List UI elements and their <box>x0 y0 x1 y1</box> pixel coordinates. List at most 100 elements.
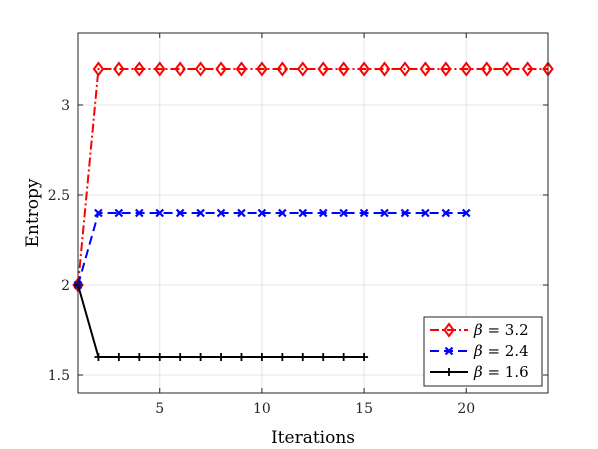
series-1 <box>73 208 471 290</box>
legend-symbol: β <box>473 321 483 339</box>
diamond-marker-shape <box>256 61 268 77</box>
series-0 <box>72 61 554 293</box>
data-point <box>114 208 124 218</box>
data-point <box>135 208 144 218</box>
diamond-marker-shape <box>92 61 105 77</box>
diamond-marker-shape <box>358 61 370 77</box>
diamond-marker-shape <box>215 61 227 77</box>
diamond-marker-shape <box>133 61 146 77</box>
data-point <box>215 61 227 77</box>
legend-marker <box>445 368 453 376</box>
diamond-marker-shape <box>378 61 391 77</box>
y-tick-label: 1.5 <box>48 368 70 384</box>
data-point <box>359 208 369 218</box>
data-point <box>298 353 307 361</box>
data-point <box>480 61 493 77</box>
diamond-marker-shape <box>194 61 207 77</box>
data-point <box>114 353 123 361</box>
diamond-marker-shape <box>235 61 248 77</box>
diamond-marker-shape <box>480 61 493 77</box>
data-point <box>237 353 246 361</box>
data-point <box>319 353 328 361</box>
diamond-marker-shape <box>419 61 432 77</box>
diamond-marker-shape <box>501 61 513 77</box>
legend: β = 3.2β = 2.4β = 1.6 <box>423 316 543 387</box>
data-point <box>94 208 103 218</box>
data-point <box>317 61 329 77</box>
data-point <box>399 61 411 77</box>
series-line <box>77 212 467 286</box>
legend-symbol: β <box>473 342 483 360</box>
data-point <box>318 208 328 218</box>
legend-label: β = 1.6 <box>473 363 529 381</box>
data-point <box>419 61 432 77</box>
data-point <box>257 208 267 218</box>
x-tick-label: 5 <box>155 401 164 417</box>
diamond-marker-shape <box>174 61 186 77</box>
legend-item: β = 3.2 <box>430 321 529 339</box>
data-point <box>135 353 144 361</box>
data-point <box>92 61 105 77</box>
y-tick-label: 2 <box>61 278 70 294</box>
legend-symbol: β <box>473 363 483 381</box>
data-point <box>378 61 391 77</box>
legend-label: β = 2.4 <box>473 342 529 360</box>
diamond-marker-shape <box>460 61 473 77</box>
data-point <box>194 61 207 77</box>
data-point <box>216 208 226 218</box>
data-point <box>113 61 125 77</box>
y-tick-label: 2.5 <box>48 188 70 204</box>
data-point <box>339 353 348 361</box>
data-point <box>235 61 248 77</box>
data-point <box>196 353 205 361</box>
data-point <box>461 208 471 218</box>
legend-value: = 1.6 <box>483 363 529 381</box>
diamond-marker-shape <box>297 61 309 77</box>
axis-ticks: 5 10 15 20 1.5 2 2.5 3 <box>48 33 548 417</box>
series-layer <box>72 61 554 361</box>
data-point <box>297 61 309 77</box>
data-point <box>175 208 185 218</box>
legend-marker <box>444 346 454 356</box>
data-point <box>237 208 246 218</box>
legend-value: = 3.2 <box>483 321 529 339</box>
data-point <box>358 61 370 77</box>
x-tick-label: 20 <box>457 401 475 417</box>
diamond-marker-shape <box>337 61 350 77</box>
data-point <box>298 208 308 218</box>
diamond-marker-shape <box>399 61 411 77</box>
x-tick-label: 15 <box>355 401 373 417</box>
diamond-marker-shape <box>440 61 452 77</box>
y-tick-label: 3 <box>61 98 70 114</box>
diamond-marker-shape <box>521 61 534 77</box>
data-point <box>176 353 185 361</box>
legend-marker <box>443 322 455 338</box>
legend-item: β = 2.4 <box>430 342 529 360</box>
legend-value: = 2.4 <box>483 342 529 360</box>
data-point <box>133 61 146 77</box>
data-point <box>440 61 452 77</box>
legend-item: β = 1.6 <box>430 363 529 381</box>
data-point <box>174 61 186 77</box>
plot-frame <box>77 32 549 394</box>
data-point <box>501 61 513 77</box>
diamond-marker-shape <box>443 322 455 338</box>
data-point <box>155 208 165 218</box>
x-tick-label: 10 <box>253 401 271 417</box>
y-axis-label: Entropy <box>23 178 43 247</box>
data-point <box>421 208 430 218</box>
data-point <box>256 61 268 77</box>
data-point <box>337 61 350 77</box>
data-point <box>400 208 410 218</box>
data-point <box>257 353 266 361</box>
diamond-marker-shape <box>113 61 125 77</box>
data-point <box>153 61 166 77</box>
data-point <box>460 61 473 77</box>
legend-label: β = 3.2 <box>473 321 529 339</box>
data-point <box>217 353 226 361</box>
legend-box <box>423 316 543 387</box>
data-point <box>380 208 389 218</box>
diamond-marker-shape <box>317 61 329 77</box>
data-point <box>521 61 534 77</box>
